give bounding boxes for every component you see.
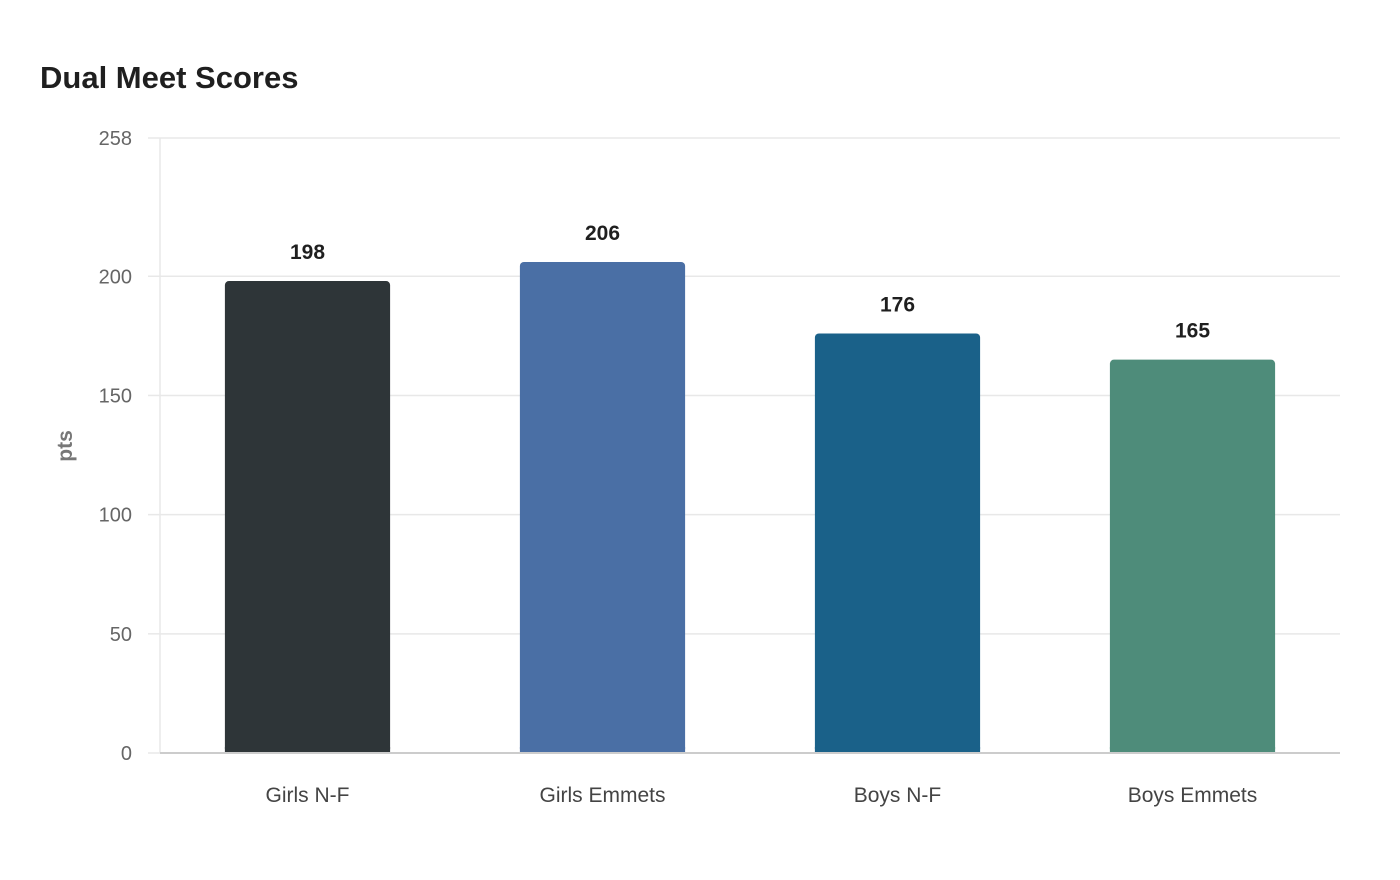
y-tick-label: 200	[99, 266, 132, 288]
x-tick-label: Girls N-F	[266, 784, 350, 807]
y-tick-label: 150	[99, 385, 132, 407]
bar[interactable]	[814, 333, 981, 753]
y-tick-label: 50	[110, 624, 132, 646]
bar-value-label: 176	[880, 293, 915, 316]
bar[interactable]	[224, 281, 391, 753]
bar-base	[1109, 747, 1276, 753]
bar-base	[814, 747, 981, 753]
bar-value-label: 165	[1175, 320, 1210, 343]
y-tick-label: 100	[99, 505, 132, 527]
bar-value-label: 198	[290, 241, 325, 264]
x-tick-label: Boys Emmets	[1128, 784, 1258, 807]
x-tick-label: Girls Emmets	[540, 784, 666, 807]
bar[interactable]	[1109, 359, 1276, 753]
y-axis-label: pts	[54, 430, 77, 462]
bar-base	[224, 747, 391, 753]
bar-base	[519, 747, 686, 753]
bar-value-label: 206	[585, 222, 620, 245]
y-tick-label: 258	[99, 128, 132, 150]
x-tick-label: Boys N-F	[854, 784, 942, 807]
bar[interactable]	[519, 261, 686, 753]
y-tick-label: 0	[121, 743, 132, 765]
chart-title: Dual Meet Scores	[40, 60, 299, 95]
